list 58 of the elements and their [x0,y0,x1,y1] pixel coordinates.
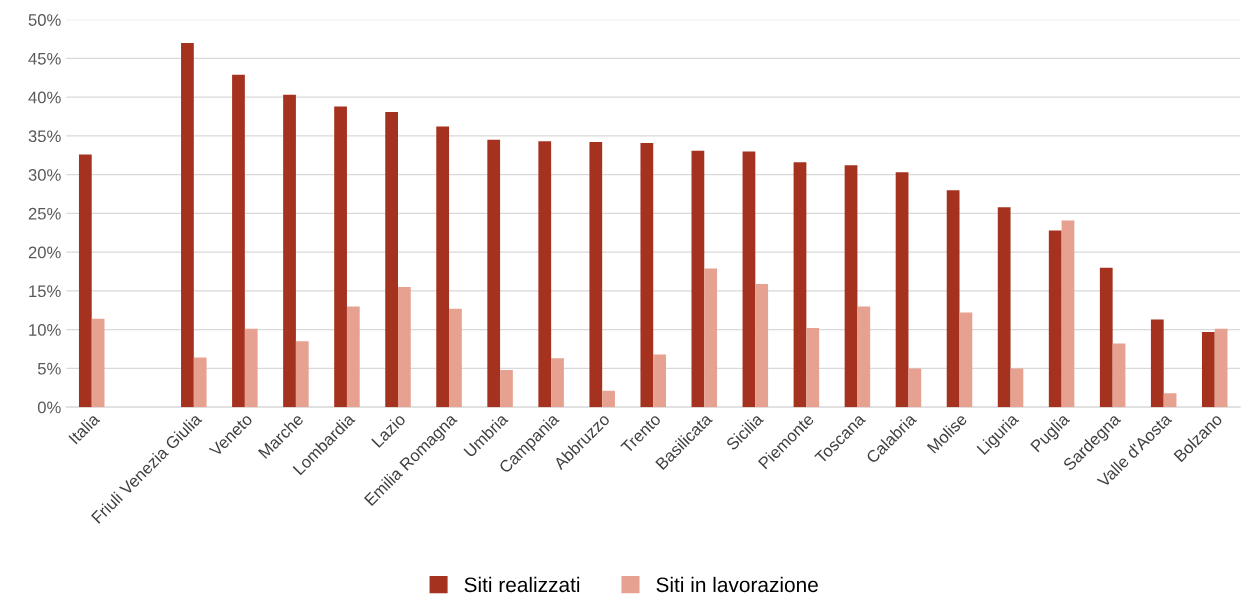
bar [602,390,615,408]
bar [959,312,973,408]
bar [640,142,654,408]
y-tick-label: 25% [28,207,61,220]
bar [1214,328,1228,408]
bar [398,287,411,408]
legend-label: Siti in lavorazione [656,576,818,593]
bar [1061,220,1075,408]
bar [181,42,194,408]
bar [653,354,666,408]
bar [806,328,820,408]
bar [1163,393,1177,408]
bar [691,150,705,408]
bar [244,328,258,408]
x-tick-label: Italia [67,411,101,445]
bar [346,306,360,408]
bar [1150,319,1164,408]
y-tick-label: 5% [37,362,61,375]
bar [78,154,92,408]
bar [283,94,296,408]
y-tick-label: 30% [28,169,61,181]
bar [295,341,309,408]
bar [946,190,960,408]
bar [755,283,769,408]
bar [91,318,105,408]
bar [704,268,718,408]
bar [742,151,756,408]
y-tick-label: 20% [28,246,61,259]
y-tick-label: 10% [29,324,61,336]
bar [908,368,922,408]
bar [844,165,858,408]
bar [589,142,603,408]
bar [1201,331,1215,408]
y-tick-label: 50% [28,14,61,26]
legend-label: Siti realizzati [464,576,580,593]
bar [232,74,245,408]
bar [500,369,513,408]
y-tick-label: 35% [28,130,61,143]
y-tick-label: 45% [28,52,61,65]
bar [793,162,807,408]
bar [551,358,564,408]
bar [334,106,347,408]
bar [1010,368,1024,408]
bar [857,306,871,408]
y-tick-label: 0% [37,401,61,414]
y-tick-label: 15% [29,285,61,298]
bar [385,111,398,408]
y-tick-label: 40% [28,91,61,104]
bar [193,357,207,408]
bar [449,308,462,408]
bar [1048,230,1062,408]
bar [538,141,552,408]
bar [1112,343,1126,408]
bar [997,207,1011,408]
bar [436,126,450,408]
bar [895,172,909,408]
bar [487,139,501,408]
bar [1099,267,1113,408]
